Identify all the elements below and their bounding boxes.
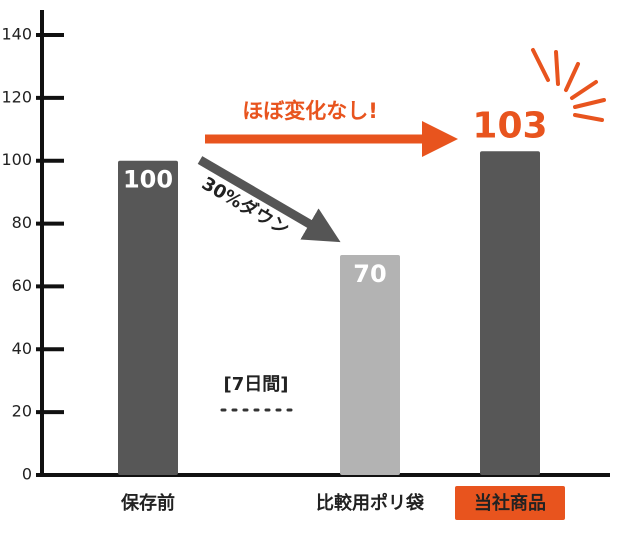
value-label: 70 xyxy=(353,260,386,288)
x-tick-label: 保存前 xyxy=(120,492,175,514)
burst xyxy=(531,48,606,122)
bar xyxy=(340,255,400,475)
y-tick-label: 20 xyxy=(12,402,32,421)
x-tick-label: 比較用ポリ袋 xyxy=(316,492,425,514)
annotation: ほぼ変化なし! xyxy=(242,99,378,123)
y-tick-label: 100 xyxy=(1,150,32,169)
bar xyxy=(118,160,178,475)
annotation: [7日間] xyxy=(224,374,289,395)
value-label: 100 xyxy=(123,166,173,194)
y-tick-label: 80 xyxy=(12,213,32,232)
bar xyxy=(480,151,540,476)
category-box xyxy=(455,486,565,520)
y-tick-label: 120 xyxy=(1,87,32,106)
y-tick-label: 40 xyxy=(12,339,32,358)
value-label: 103 xyxy=(472,105,547,146)
gray-arrow xyxy=(197,156,341,243)
y-tick-label: 0 xyxy=(22,465,32,484)
y-tick-label: 140 xyxy=(1,25,32,44)
x-tick-label: 当社商品 xyxy=(474,492,546,514)
y-tick-label: 60 xyxy=(12,276,32,295)
